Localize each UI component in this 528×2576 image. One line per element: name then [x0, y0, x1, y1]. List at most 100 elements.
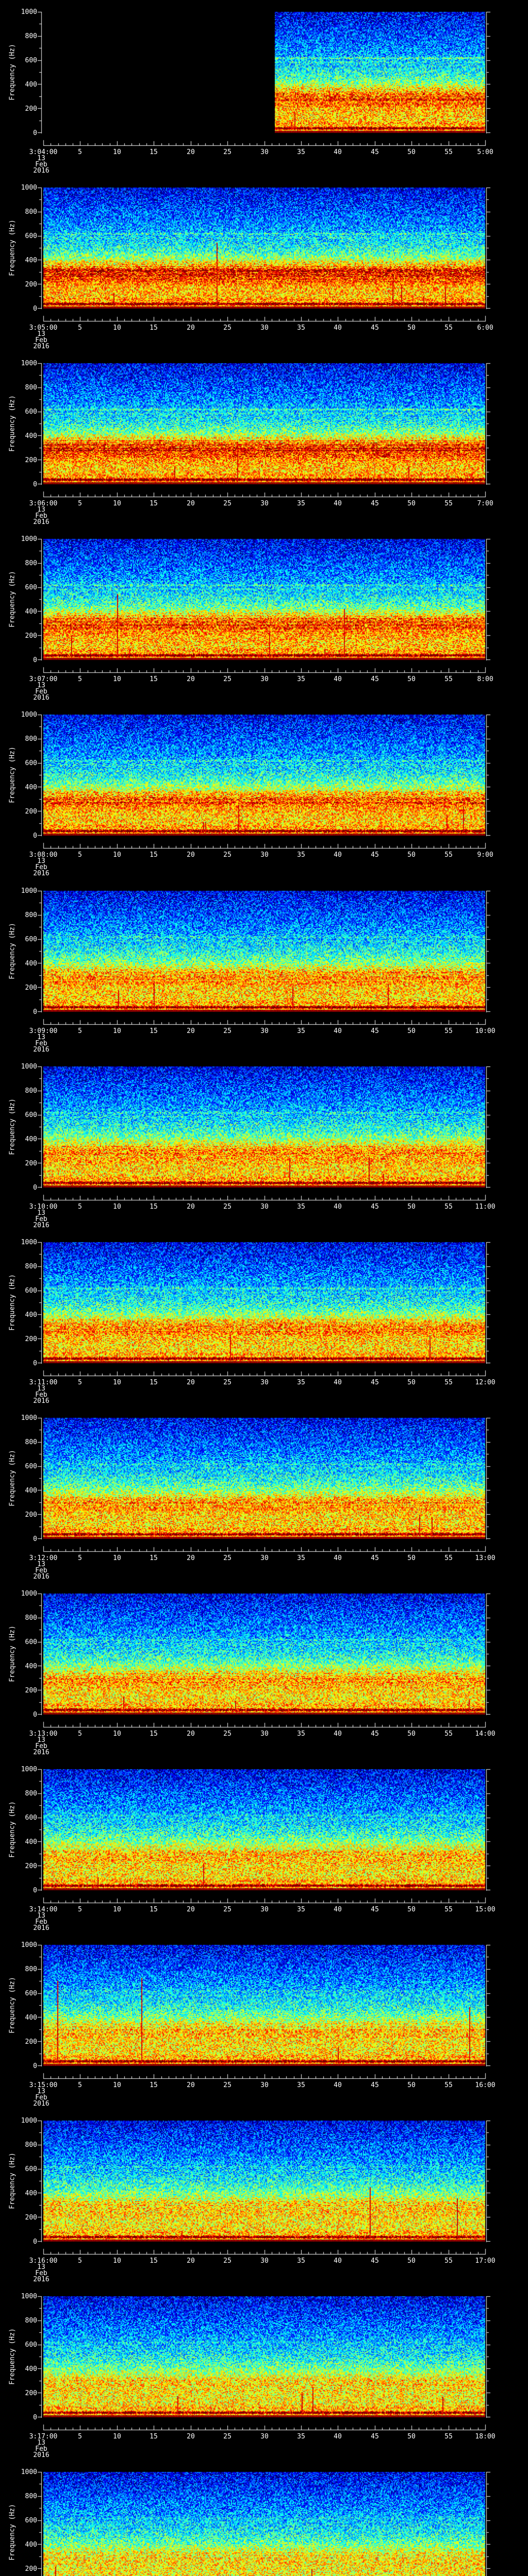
- x-tick-label-25: 25: [223, 1906, 232, 1913]
- x-tick-label-30: 30: [260, 2081, 269, 2089]
- x-tick-label-10: 10: [113, 1203, 121, 1211]
- x-tick-label-45: 45: [371, 2081, 379, 2089]
- x-end-time-label: 6:00: [477, 324, 493, 332]
- x-tick-label-25: 25: [223, 500, 232, 507]
- y-tick-label-600: 600: [25, 1111, 37, 1119]
- date-month-label: Feb: [35, 688, 47, 696]
- x-start-time-label: 3:07:00: [29, 675, 58, 683]
- x-tick-label-35: 35: [297, 1203, 305, 1211]
- x-tick-label-10: 10: [113, 2257, 121, 2265]
- y-tick-label-800: 800: [25, 560, 37, 567]
- x-tick-label-20: 20: [187, 2433, 195, 2441]
- spectrogram-panel: Frequency (Hz) 1000 800 600 400 200 0 3:…: [0, 351, 528, 527]
- date-day-label: 13: [37, 506, 45, 514]
- y-tick-label-0: 0: [33, 1360, 37, 1367]
- y-tick-label-200: 200: [25, 1511, 37, 1519]
- y-tick-label-600: 600: [25, 2165, 37, 2173]
- spectrogram-panel: Frequency (Hz) 1000 800 600 400 200 0 3:…: [0, 1757, 528, 1933]
- x-tick-label-35: 35: [297, 1906, 305, 1913]
- y-tick-label-1000: 1000: [21, 184, 37, 192]
- y-tick-label-400: 400: [25, 81, 37, 89]
- y-tick-label-1000: 1000: [21, 1063, 37, 1071]
- x-tick-label-40: 40: [334, 2257, 342, 2265]
- x-tick-label-50: 50: [407, 2257, 416, 2265]
- y-tick-label-0: 0: [33, 2062, 37, 2070]
- x-tick-label-15: 15: [150, 1554, 158, 1562]
- x-tick-label-25: 25: [223, 2433, 232, 2441]
- x-tick-label-50: 50: [407, 500, 416, 507]
- date-day-label: 13: [37, 1209, 45, 1217]
- x-tick-label-45: 45: [371, 675, 379, 683]
- x-tick-label-5: 5: [78, 851, 82, 859]
- y-tick-label-200: 200: [25, 2038, 37, 2046]
- x-tick-label-25: 25: [223, 1027, 232, 1035]
- x-tick-label-10: 10: [113, 148, 121, 156]
- spectrogram-panel: Frequency (Hz) 1000 800 600 400 200 0 3:…: [0, 703, 528, 878]
- x-tick-label-20: 20: [187, 1554, 195, 1562]
- x-tick-label-55: 55: [444, 2257, 453, 2265]
- spectrogram-panel: Frequency (Hz) 1000 800 600 400 200 0 3:…: [0, 2284, 528, 2460]
- y-tick-label-400: 400: [25, 960, 37, 968]
- x-end-time-label: 15:00: [475, 1906, 496, 1913]
- y-axis-title: Frequency (Hz): [8, 747, 16, 803]
- x-tick-label-15: 15: [150, 2257, 158, 2265]
- x-tick-label-55: 55: [444, 500, 453, 507]
- date-year-label: 2016: [33, 1397, 50, 1405]
- x-tick-label-40: 40: [334, 1554, 342, 1562]
- y-tick-label-800: 800: [25, 735, 37, 743]
- spectrogram-canvas: [0, 1055, 528, 1230]
- x-start-time-label: 3:09:00: [29, 1027, 58, 1035]
- y-axis-title: Frequency (Hz): [8, 395, 16, 452]
- y-tick-label-400: 400: [25, 608, 37, 616]
- x-tick-label-40: 40: [334, 1730, 342, 1738]
- x-tick-label-40: 40: [334, 2081, 342, 2089]
- x-tick-label-15: 15: [150, 1730, 158, 1738]
- date-year-label: 2016: [33, 2451, 50, 2459]
- x-tick-label-45: 45: [371, 1027, 379, 1035]
- x-tick-label-35: 35: [297, 1379, 305, 1386]
- y-tick-label-1000: 1000: [21, 887, 37, 895]
- spectrogram-panel: Frequency (Hz) 1000 800 600 400 200 0 3:…: [0, 2109, 528, 2284]
- y-tick-label-0: 0: [33, 1887, 37, 1894]
- y-tick-label-400: 400: [25, 2365, 37, 2373]
- spectrogram-canvas: [0, 0, 528, 176]
- date-month-label: Feb: [35, 2269, 47, 2277]
- x-tick-label-45: 45: [371, 1203, 379, 1211]
- x-tick-label-10: 10: [113, 851, 121, 859]
- x-start-time-label: 3:05:00: [29, 324, 58, 332]
- y-axis-title: Frequency (Hz): [8, 44, 16, 100]
- x-end-time-label: 9:00: [477, 851, 493, 859]
- spectrogram-canvas: [0, 1757, 528, 1933]
- spectrogram-panel: Frequency (Hz) 1000 800 600 400 200 0 3:…: [0, 1582, 528, 1757]
- y-tick-label-200: 200: [25, 2214, 37, 2222]
- x-tick-label-25: 25: [223, 1730, 232, 1738]
- y-axis-title: Frequency (Hz): [8, 1274, 16, 1331]
- x-tick-label-35: 35: [297, 2081, 305, 2089]
- y-tick-label-800: 800: [25, 1965, 37, 1973]
- x-start-time-label: 3:14:00: [29, 1906, 58, 1913]
- y-tick-label-1000: 1000: [21, 2293, 37, 2300]
- spectrogram-canvas: [0, 2460, 528, 2576]
- x-tick-label-15: 15: [150, 2081, 158, 2089]
- date-day-label: 13: [37, 1912, 45, 1920]
- x-tick-label-45: 45: [371, 324, 379, 332]
- x-tick-label-30: 30: [260, 1906, 269, 1913]
- y-tick-label-1000: 1000: [21, 360, 37, 367]
- x-tick-label-35: 35: [297, 148, 305, 156]
- y-tick-label-0: 0: [33, 129, 37, 137]
- x-tick-label-45: 45: [371, 148, 379, 156]
- x-tick-label-55: 55: [444, 1554, 453, 1562]
- x-tick-label-25: 25: [223, 851, 232, 859]
- date-month-label: Feb: [35, 1391, 47, 1399]
- x-tick-label-45: 45: [371, 851, 379, 859]
- y-tick-label-200: 200: [25, 2565, 37, 2573]
- spectrogram-panel: Frequency (Hz) 1000 800 600 400 200 0 3:…: [0, 1055, 528, 1230]
- y-tick-label-800: 800: [25, 2493, 37, 2500]
- x-tick-label-40: 40: [334, 1379, 342, 1386]
- x-end-time-label: 7:00: [477, 500, 493, 507]
- x-start-time-label: 3:06:00: [29, 500, 58, 507]
- y-tick-label-600: 600: [25, 1638, 37, 1646]
- y-tick-label-400: 400: [25, 1838, 37, 1846]
- spectrogram-canvas: [0, 2284, 528, 2460]
- x-tick-label-40: 40: [334, 324, 342, 332]
